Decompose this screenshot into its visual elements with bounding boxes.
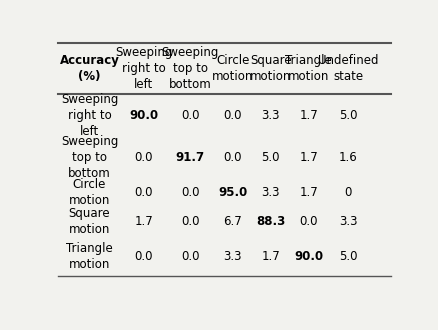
Text: 1.7: 1.7: [299, 109, 318, 122]
Text: Sweeping
top to
bottom: Sweeping top to bottom: [162, 46, 219, 91]
Text: Sweeping
right to
left: Sweeping right to left: [115, 46, 173, 91]
Text: 90.0: 90.0: [129, 109, 159, 122]
Text: 0.0: 0.0: [181, 215, 199, 228]
Text: 3.3: 3.3: [339, 215, 357, 228]
Text: 1.7: 1.7: [299, 150, 318, 164]
Text: 91.7: 91.7: [176, 150, 205, 164]
Text: 3.3: 3.3: [223, 250, 242, 263]
Text: 0.0: 0.0: [181, 250, 199, 263]
Text: 5.0: 5.0: [339, 109, 357, 122]
Text: 88.3: 88.3: [256, 215, 285, 228]
Text: 0.0: 0.0: [223, 109, 242, 122]
Text: 0.0: 0.0: [181, 186, 199, 199]
Text: 90.0: 90.0: [294, 250, 323, 263]
Text: 0.0: 0.0: [300, 215, 318, 228]
Text: 1.7: 1.7: [134, 215, 153, 228]
Text: Triangle
motion: Triangle motion: [66, 242, 113, 271]
Text: 5.0: 5.0: [261, 150, 280, 164]
Text: 0: 0: [344, 186, 352, 199]
Text: Square
motion: Square motion: [69, 208, 110, 236]
Text: 0.0: 0.0: [134, 186, 153, 199]
Text: 1.6: 1.6: [339, 150, 357, 164]
Text: Square
motion: Square motion: [250, 54, 291, 83]
Text: Sweeping
top to
bottom: Sweeping top to bottom: [61, 135, 118, 180]
Text: Accuracy
(%): Accuracy (%): [60, 54, 120, 83]
Text: Undefined
state: Undefined state: [318, 54, 378, 83]
Text: 3.3: 3.3: [261, 109, 280, 122]
Text: 1.7: 1.7: [299, 186, 318, 199]
Text: Circle
motion: Circle motion: [69, 178, 110, 207]
Text: 5.0: 5.0: [339, 250, 357, 263]
Text: Triangle
motion: Triangle motion: [285, 54, 332, 83]
Text: 1.7: 1.7: [261, 250, 280, 263]
Text: 95.0: 95.0: [218, 186, 247, 199]
Text: 0.0: 0.0: [134, 150, 153, 164]
Text: 0.0: 0.0: [134, 250, 153, 263]
Text: Sweeping
right to
left: Sweeping right to left: [61, 93, 118, 138]
Text: 0.0: 0.0: [223, 150, 242, 164]
Text: 3.3: 3.3: [261, 186, 280, 199]
Text: Circle
motion: Circle motion: [212, 54, 253, 83]
Text: 0.0: 0.0: [181, 109, 199, 122]
Text: 6.7: 6.7: [223, 215, 242, 228]
